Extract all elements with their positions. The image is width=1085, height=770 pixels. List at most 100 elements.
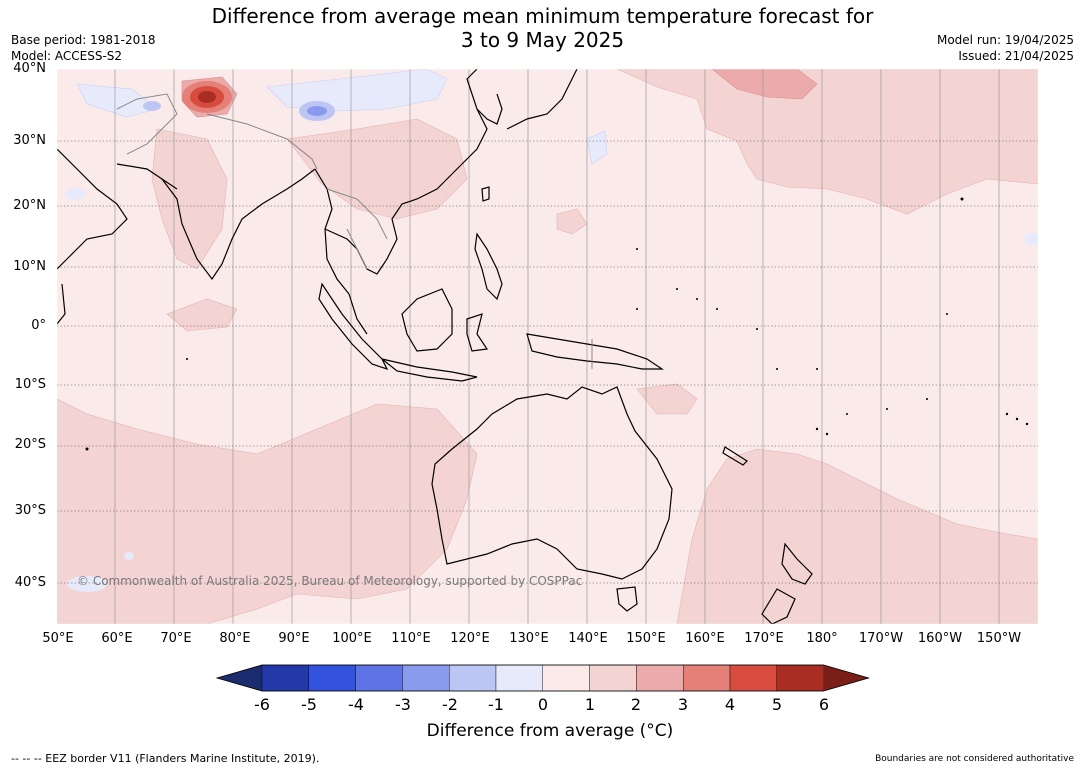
coast-taiwan xyxy=(481,186,490,202)
cb-tick-neg4: -4 xyxy=(348,695,364,714)
lon-label-150e: 150°E xyxy=(626,631,666,646)
coast-arabia xyxy=(57,148,128,270)
cb-tick-neg5: -5 xyxy=(301,695,317,714)
coast-new-zealand xyxy=(761,542,813,624)
colorbar-segment xyxy=(308,664,356,692)
coast-japan xyxy=(506,69,578,130)
colorbar-segment xyxy=(495,664,543,692)
lon-label-170w: 170°W xyxy=(858,631,904,646)
colorbar-label: Difference from average (°C) xyxy=(426,721,674,741)
anomaly-1-to-2 xyxy=(57,69,1038,624)
colorbar-segment xyxy=(448,664,497,692)
colorbar-outline xyxy=(215,664,871,692)
cb-tick-2: 2 xyxy=(630,695,642,714)
coast-malaya xyxy=(348,293,368,335)
lon-label-160w: 160°W xyxy=(917,631,963,646)
cb-tick-neg3: -3 xyxy=(395,695,411,714)
colorbar-segment xyxy=(402,664,450,692)
forecast-map xyxy=(57,69,1038,624)
anomaly-afghan-cool xyxy=(76,83,158,118)
lat-label-10n: 10°N xyxy=(13,259,46,274)
lat-label-40n: 40°N xyxy=(13,61,46,76)
lat-label-40s: 40°S xyxy=(14,575,46,590)
colorbar-segment xyxy=(636,664,684,692)
lon-label-140e: 140°E xyxy=(568,631,608,646)
lat-label-30s: 30°S xyxy=(14,503,46,518)
colorbar-segment xyxy=(355,664,403,692)
anomaly-north-pacific xyxy=(616,69,1038,215)
lon-label-90e: 90°E xyxy=(278,631,310,646)
lon-label-130e: 130°E xyxy=(509,631,549,646)
model-run: Model run: 19/04/2025 xyxy=(936,33,1074,47)
coast-pakistan xyxy=(116,163,178,190)
lon-label-60e: 60°E xyxy=(101,631,133,646)
lon-label-120e: 120°E xyxy=(450,631,490,646)
lon-label-150w: 150°W xyxy=(976,631,1022,646)
country-borders xyxy=(116,93,593,369)
lat-label-20s: 20°S xyxy=(14,437,46,452)
coast-new-caledonia xyxy=(722,446,748,466)
colorbar-segment xyxy=(729,664,777,692)
eez-legend: -- -- -- EEZ border V11 (Flanders Marine… xyxy=(11,752,320,765)
coast-india xyxy=(161,168,316,281)
anomaly-indian-south xyxy=(57,398,478,624)
meta-right: Model run: 19/04/2025 Issued: 21/04/2025 xyxy=(937,32,1074,64)
longitude-gridlines xyxy=(114,69,1000,624)
boundaries-disclaimer: Boundaries are not considered authoritat… xyxy=(875,754,1074,764)
coast-tasmania xyxy=(616,586,638,612)
coast-korea xyxy=(476,93,503,125)
lat-label-0: 0° xyxy=(31,318,46,333)
anomaly-negative xyxy=(65,69,1038,592)
anomaly-arabian xyxy=(166,298,238,332)
lon-label-180: 180° xyxy=(806,631,838,646)
colorbar-segment xyxy=(261,664,309,692)
cb-tick-neg1: -1 xyxy=(488,695,504,714)
coast-sumatra xyxy=(318,282,389,371)
cb-tick-3: 3 xyxy=(677,695,689,714)
colorbar-segments xyxy=(215,664,871,692)
coast-philippines xyxy=(474,232,503,301)
lon-label-100e: 100°E xyxy=(332,631,372,646)
anomaly-pacific-blob xyxy=(556,208,588,235)
lon-label-70e: 70°E xyxy=(160,631,192,646)
lon-label-50e: 50°E xyxy=(42,631,74,646)
lat-label-10s: 10°S xyxy=(14,377,46,392)
anomaly-south-pacific xyxy=(676,448,1038,624)
anomaly-india xyxy=(151,128,228,270)
colorbar-segment xyxy=(776,664,824,692)
latitude-gridlines xyxy=(57,140,1038,584)
coast-java xyxy=(381,358,478,382)
cb-tick-neg2: -2 xyxy=(442,695,458,714)
base-period: Base period: 1981-2018 xyxy=(11,33,156,47)
anomaly-hotspot xyxy=(182,81,232,113)
colorbar xyxy=(215,664,871,692)
lon-label-80e: 80°E xyxy=(219,631,251,646)
colorbar-extend-high xyxy=(823,665,869,691)
cb-tick-4: 4 xyxy=(724,695,736,714)
coast-borneo xyxy=(401,288,453,352)
anomaly-north-pacific-strong xyxy=(711,69,818,100)
anomaly-japan-cool xyxy=(586,130,608,165)
title-line-1: Difference from average mean minimum tem… xyxy=(211,4,874,28)
title-line-2: 3 to 9 May 2025 xyxy=(460,28,625,52)
coast-australia xyxy=(431,386,673,580)
cb-tick-6: 6 xyxy=(818,695,830,714)
lon-label-110e: 110°E xyxy=(391,631,431,646)
coast-sulawesi xyxy=(466,313,489,352)
anomaly-china xyxy=(286,118,468,220)
lon-label-160e: 160°E xyxy=(685,631,725,646)
colorbar-segment xyxy=(542,664,590,692)
cb-tick-neg6: -6 xyxy=(254,695,270,714)
coast-africa xyxy=(57,283,66,325)
meta-left: Base period: 1981-2018 Model: ACCESS-S2 xyxy=(11,32,156,64)
map-title: Difference from average mean minimum tem… xyxy=(0,4,1085,52)
cb-tick-0: 0 xyxy=(537,695,549,714)
pacific-islands xyxy=(85,197,1029,451)
colorbar-extend-low xyxy=(217,665,262,691)
lon-label-170e: 170°E xyxy=(744,631,784,646)
lat-label-30n: 30°N xyxy=(13,133,46,148)
cb-tick-5: 5 xyxy=(771,695,783,714)
cb-tick-1: 1 xyxy=(584,695,596,714)
issued-date: Issued: 21/04/2025 xyxy=(958,49,1074,63)
copyright-notice: © Commonwealth of Australia 2025, Bureau… xyxy=(77,574,583,588)
